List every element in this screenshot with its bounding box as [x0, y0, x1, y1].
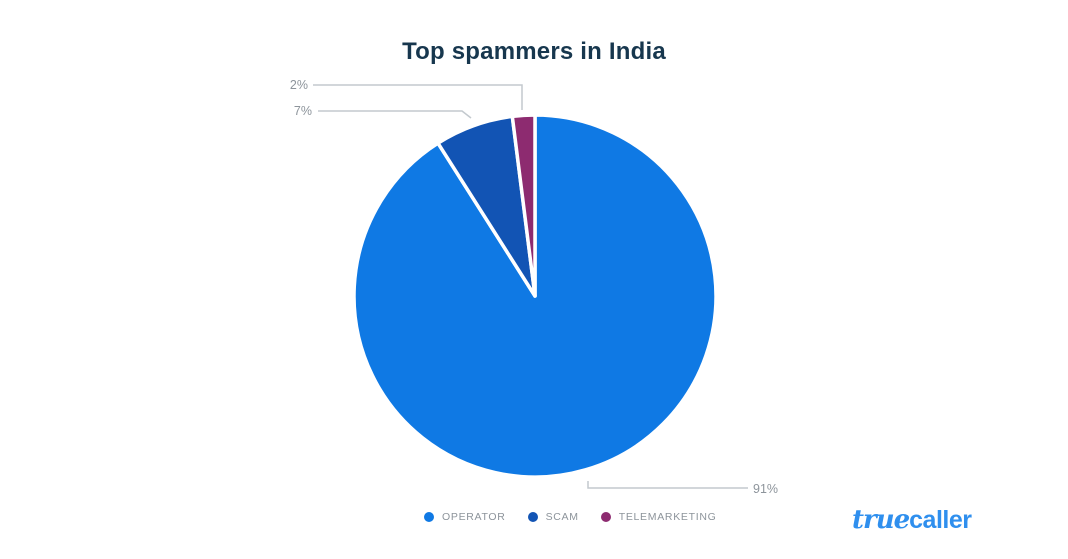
- legend-label: TELEMARKETING: [618, 511, 717, 523]
- pie-slice-telemarketing: [510, 113, 537, 298]
- legend-label: OPERATOR: [442, 511, 506, 523]
- callout-line-telemarketing: [313, 84, 523, 110]
- chart-legend: OPERATOR SCAM TELEMARKETING: [424, 511, 716, 523]
- truecaller-logo: truecaller: [852, 507, 972, 533]
- chart-title: Top spammers in India: [402, 38, 666, 65]
- legend-item-operator: OPERATOR: [424, 511, 506, 523]
- legend-item-telemarketing: TELEMARKETING: [600, 511, 717, 523]
- legend-label: SCAM: [545, 511, 579, 523]
- logo-caller-text: caller: [909, 506, 972, 534]
- callout-line-scam: [318, 110, 472, 119]
- legend-dot-icon: [600, 512, 611, 522]
- legend-item-scam: SCAM: [527, 511, 579, 523]
- callout-line-operator: [587, 481, 748, 489]
- logo-true-text: true: [852, 505, 910, 535]
- legend-dot-icon: [424, 512, 434, 522]
- percent-label-telemarketing: 2%: [290, 78, 308, 92]
- percent-label-scam: 7%: [294, 104, 312, 118]
- legend-dot-icon: [527, 512, 538, 522]
- percent-label-operator: 91%: [753, 482, 778, 496]
